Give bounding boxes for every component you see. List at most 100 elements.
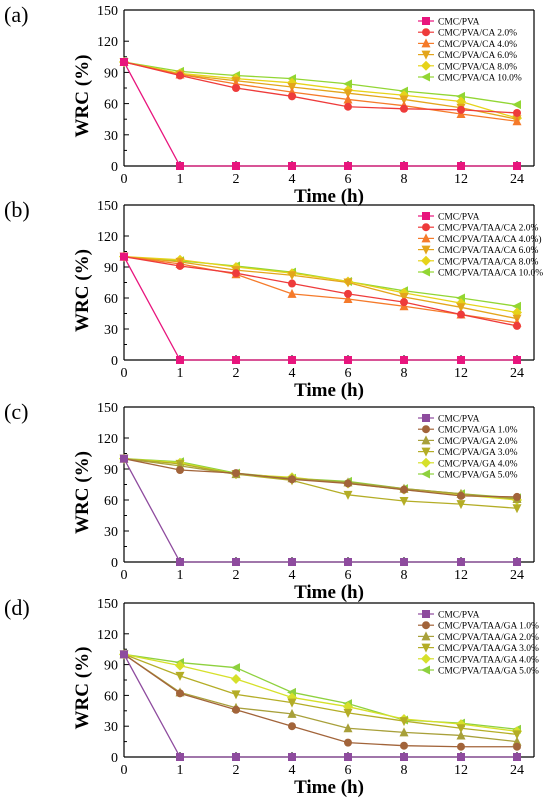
x-tick-label: 6 <box>345 366 352 381</box>
data-point <box>513 321 521 330</box>
data-point <box>120 252 128 261</box>
y-tick-label: 150 <box>97 199 118 214</box>
y-tick-label: 120 <box>97 432 118 447</box>
data-point <box>232 469 240 478</box>
series-line <box>123 61 518 119</box>
y-tick-label: 90 <box>104 66 118 81</box>
y-axis-title: WRC (%) <box>72 249 93 332</box>
data-point <box>344 479 352 488</box>
data-point <box>344 162 352 170</box>
y-axis-title: WRC (%) <box>72 451 93 534</box>
data-point <box>232 84 240 92</box>
data-point <box>287 288 297 298</box>
data-point <box>120 650 128 659</box>
y-tick-label: 60 <box>104 689 118 704</box>
legend-entry: CMC/PVA/GA 2.0% <box>438 437 518 447</box>
series-line <box>123 256 518 320</box>
data-point <box>343 723 353 733</box>
legend-entry: CMC/PVA/CA 8.0% <box>438 62 517 72</box>
series-line <box>123 256 518 327</box>
legend-entry: CMC/PVA/TAA/GA 3.0% <box>438 644 539 654</box>
data-point <box>288 162 296 170</box>
series-line <box>123 653 518 736</box>
data-point <box>288 92 296 101</box>
y-tick-label: 60 <box>104 494 118 509</box>
data-point <box>176 753 184 761</box>
x-tick-label: 0 <box>121 366 128 381</box>
data-point <box>175 671 185 681</box>
x-tick-label: 2 <box>233 172 240 187</box>
y-tick-label: 120 <box>97 628 118 643</box>
legend-marker <box>422 414 430 422</box>
data-point <box>343 708 353 718</box>
legend-entry: CMC/PVA/GA 4.0% <box>438 459 518 469</box>
data-point <box>176 558 184 566</box>
x-tick-label: 4 <box>289 763 296 778</box>
data-point <box>343 294 353 304</box>
series-line <box>123 653 517 748</box>
legend-entry: CMC/PVA <box>438 415 480 425</box>
legend-entry: CMC/PVA <box>438 213 480 223</box>
data-point <box>456 730 466 740</box>
data-point <box>456 500 466 510</box>
x-tick-label: 8 <box>401 763 408 778</box>
data-point <box>287 698 297 708</box>
x-tick-label: 8 <box>401 568 408 583</box>
y-tick-label: 60 <box>104 98 118 113</box>
y-tick-label: 30 <box>104 720 118 735</box>
data-point <box>288 722 296 731</box>
x-axis-title: Time (h) <box>294 582 364 603</box>
data-point <box>232 558 240 566</box>
panel-label: (d) <box>4 595 30 620</box>
data-point <box>344 289 352 298</box>
x-tick-label: 24 <box>510 763 524 778</box>
data-point <box>512 301 521 311</box>
data-point <box>343 79 352 89</box>
legend-entry: CMC/PVA/TAA/GA 5.0% <box>438 667 539 677</box>
legend-entry: CMC/PVA/GA 3.0% <box>438 448 518 458</box>
legend-marker <box>421 72 430 82</box>
data-point <box>231 690 241 700</box>
data-point <box>512 504 522 514</box>
legend-marker <box>422 17 430 25</box>
y-tick-label: 90 <box>104 463 118 478</box>
data-point <box>400 162 408 170</box>
series-cmc-pva-taa-ga-3-0 <box>119 650 522 740</box>
x-tick-label: 4 <box>289 568 296 583</box>
y-axis-title: WRC (%) <box>72 55 93 138</box>
legend-entry: CMC/PVA <box>438 611 480 621</box>
data-point <box>288 356 296 364</box>
data-point <box>400 753 408 761</box>
series-line <box>123 61 518 114</box>
data-point <box>456 303 466 313</box>
series-line <box>123 654 517 758</box>
series-cmc-pva <box>120 58 521 170</box>
x-tick-label: 4 <box>289 366 296 381</box>
y-tick-label: 0 <box>111 354 118 369</box>
legend-marker <box>421 60 431 71</box>
data-point <box>120 454 128 463</box>
series-line <box>123 256 518 314</box>
series-line <box>123 653 518 732</box>
x-tick-label: 0 <box>121 568 128 583</box>
series-line <box>123 61 518 122</box>
data-point <box>231 663 240 673</box>
data-point <box>399 95 409 105</box>
data-point <box>176 466 184 475</box>
legend-marker <box>422 610 430 618</box>
data-point <box>399 717 409 727</box>
legend-marker <box>422 621 430 630</box>
x-tick-label: 8 <box>401 172 408 187</box>
panel-label: (b) <box>4 197 30 222</box>
data-point <box>457 491 465 500</box>
data-point <box>288 475 296 484</box>
data-point <box>344 753 352 761</box>
data-point <box>400 741 408 750</box>
x-tick-label: 12 <box>454 172 468 187</box>
data-point <box>343 490 353 500</box>
data-point <box>512 116 522 126</box>
